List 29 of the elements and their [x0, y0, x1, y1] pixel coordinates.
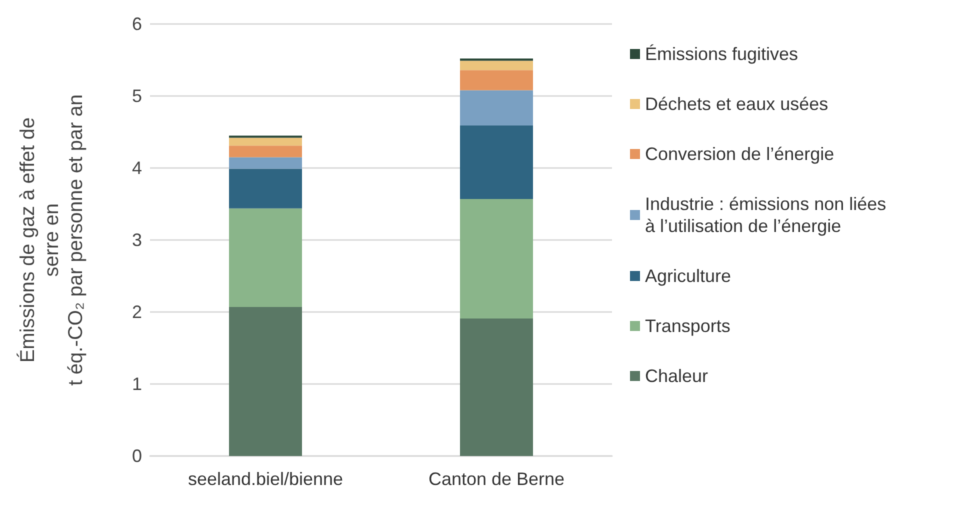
bar — [229, 306, 302, 456]
bar — [229, 138, 302, 146]
bar — [460, 198, 533, 318]
bar — [229, 168, 302, 208]
bar — [229, 208, 302, 307]
y-tick-label: 3 — [132, 230, 142, 250]
bar — [229, 157, 302, 169]
x-tick-label: seeland.biel/bienne — [188, 469, 344, 489]
bar — [229, 146, 302, 158]
y-tick-label: 6 — [132, 14, 142, 34]
bar — [460, 318, 533, 456]
bar — [460, 70, 533, 90]
y-tick-label: 2 — [132, 302, 142, 322]
bar — [460, 90, 533, 126]
bar — [460, 60, 533, 70]
legend-label: Transports — [645, 316, 730, 336]
legend-label: Industrie : émissions non liées à l’utilisation de l’énergie — [645, 194, 886, 236]
legend-label: Conversion de l’énergie — [645, 144, 834, 164]
y-axis-title: Émissions de gaz à effet de serre en t éq.-CO₂ par personne et par an — [16, 94, 87, 386]
bar — [460, 126, 533, 199]
y-tick-label: 4 — [132, 158, 142, 178]
y-tick-label: 1 — [132, 374, 142, 394]
x-tick-label: Canton de Berne — [428, 469, 565, 489]
y-tick-label: 0 — [132, 446, 142, 466]
legend-label: Chaleur — [645, 366, 708, 386]
y-tick-label: 5 — [132, 86, 142, 106]
legend-label: Agriculture — [645, 266, 732, 286]
legend-label: Émissions fugitives — [645, 44, 798, 64]
legend-label: Déchets et eaux usées — [645, 94, 828, 114]
